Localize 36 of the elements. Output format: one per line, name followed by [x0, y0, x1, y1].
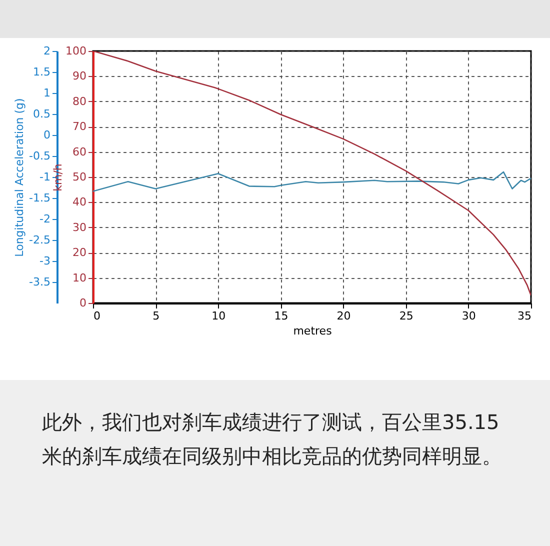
y-tick-label: -2 — [40, 212, 50, 226]
y2-tick-label: 60 — [72, 145, 86, 158]
y-tick-label: 1.5 — [33, 66, 50, 78]
x-tick-label: 10 — [212, 310, 226, 322]
y-axis-title: Longitudinal Acceleration (g) — [13, 98, 26, 257]
y2-tick-label: 10 — [72, 271, 86, 284]
y-tick-label: 0.5 — [33, 108, 50, 120]
y2-tick-label: 40 — [72, 196, 86, 209]
y-tick-label: -3 — [40, 254, 50, 268]
y2-tick-label: 80 — [72, 94, 86, 108]
x-tick-label: 35 — [518, 310, 532, 322]
text: 此外，我们也对刹车成绩进行了测试，百公里35.15米的刹车成绩在同级别中相比竞品的优势同样明显。 — [42, 409, 503, 470]
line-series — [93, 171, 531, 192]
y2-axis-title: km/h — [52, 164, 65, 192]
y-tick-label: -3.5 — [29, 276, 50, 288]
y-tick-label: 0 — [44, 128, 50, 142]
x-tick-label: 20 — [336, 310, 351, 322]
y2-tick-label: 50 — [72, 170, 86, 184]
y-tick-label: -1.5 — [29, 192, 50, 204]
y2-tick-label: 70 — [72, 120, 86, 134]
y-tick-label: -2.5 — [29, 234, 50, 246]
x-tick-label: 0 — [94, 310, 100, 322]
y2-tick-label: 30 — [72, 220, 86, 234]
x-axis-title: metres — [293, 324, 332, 338]
x-tick-label: 30 — [462, 310, 476, 322]
x-tick-label: 25 — [399, 310, 414, 322]
x-tick-label: 15 — [274, 310, 288, 322]
y-tick-label: -1 — [40, 170, 50, 184]
y2-tick-label: 90 — [72, 70, 86, 83]
y2-tick-label: 100 — [66, 44, 86, 58]
y-tick-label: 2 — [44, 44, 50, 58]
y2-tick-label: 20 — [72, 246, 86, 260]
x-tick-label: 5 — [152, 310, 160, 322]
y-tick-label: 1 — [44, 86, 50, 100]
y2-tick-label: 0 — [80, 296, 86, 310]
y-tick-label: -0.5 — [29, 150, 50, 162]
